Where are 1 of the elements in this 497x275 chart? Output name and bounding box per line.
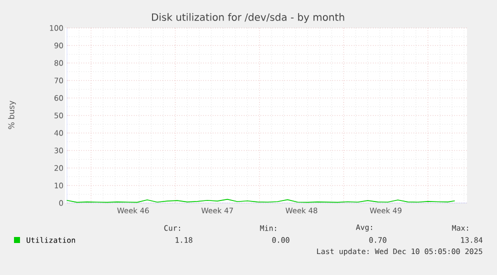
chart-title: Disk utilization for /dev/sda - by month: [152, 13, 344, 23]
